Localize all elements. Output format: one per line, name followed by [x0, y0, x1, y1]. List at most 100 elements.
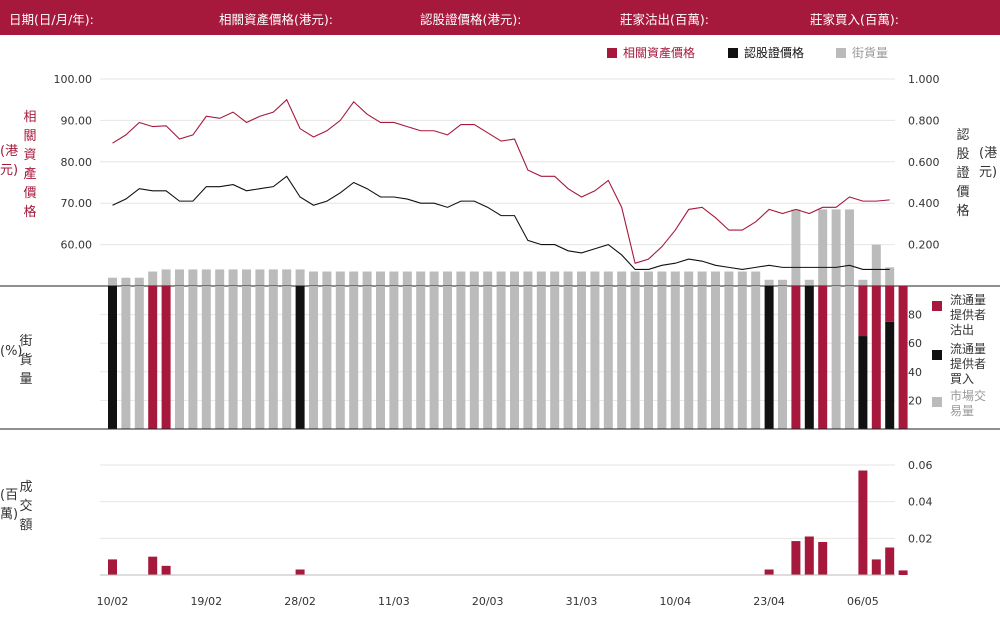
warrant-axis-title: 認股證價格 — [956, 128, 970, 219]
market-volume-bar — [175, 286, 184, 429]
market-volume-bar — [121, 286, 131, 429]
outstanding-bar — [496, 271, 506, 286]
market-volume-bar — [737, 286, 747, 429]
market-volume-bar — [684, 286, 694, 429]
market-volume-bar — [469, 286, 479, 429]
turnover-axis-title: 成交額 — [19, 480, 33, 533]
outstanding-bar — [295, 269, 305, 286]
side-legend-bought-swatch — [932, 350, 942, 360]
outstanding-bar — [429, 271, 439, 286]
outstanding-bar — [175, 269, 184, 286]
outstanding-bar — [550, 271, 560, 286]
outstanding-bar — [818, 209, 828, 286]
outstanding-bar — [242, 269, 251, 286]
turnover-bar — [858, 470, 868, 575]
outstanding-axis-title: 街貨量 — [19, 334, 33, 387]
header-bar: 日期(日/月/年): 相關資產價格(港元): 認股證價格(港元): 莊家沽出(百… — [0, 0, 1000, 35]
market-volume-bar — [845, 286, 854, 429]
market-volume-bar — [402, 286, 412, 429]
market-volume-bar — [831, 286, 841, 429]
outstanding-bar — [201, 269, 211, 286]
market-volume-bar — [536, 286, 546, 429]
turnover-axis-label: (百萬) 成交額 — [0, 478, 40, 548]
outstanding-bar — [389, 271, 399, 286]
market-volume-bar — [349, 286, 359, 429]
outstanding-bar — [362, 271, 372, 286]
market-volume-bar — [443, 286, 452, 429]
legend-outstanding: 街貨量 — [836, 44, 888, 61]
warrant-price-line — [112, 175, 890, 270]
turnover-bar — [295, 569, 305, 575]
outstanding-bar — [603, 271, 613, 286]
left-axis-tick: 80.00 — [61, 156, 93, 169]
market-volume-bar — [630, 286, 640, 429]
outstanding-axis-tick: 60 — [908, 337, 922, 350]
lp-sold-bar — [161, 286, 171, 429]
outstanding-bar — [577, 271, 586, 286]
x-axis-tick: 10/02 — [97, 595, 129, 608]
market-volume-bar — [496, 286, 506, 429]
outstanding-bar — [871, 244, 881, 286]
outstanding-bar — [456, 271, 466, 286]
left-axis-tick: 100.00 — [54, 73, 93, 86]
market-volume-bar — [483, 286, 493, 429]
market-volume-bar — [456, 286, 466, 429]
market-volume-bar — [724, 286, 734, 429]
market-volume-bar — [523, 286, 533, 429]
lp-bought-bar — [764, 286, 774, 429]
x-axis-tick: 31/03 — [566, 595, 598, 608]
lp-sold-bar — [858, 286, 868, 337]
turnover-bar — [148, 556, 158, 575]
right-axis-tick: 0.800 — [908, 114, 940, 127]
outstanding-bar — [617, 271, 627, 286]
turnover-bar — [161, 565, 171, 575]
side-legend-market-swatch — [932, 397, 942, 407]
market-volume-bar — [322, 286, 332, 429]
outstanding-bar — [510, 271, 519, 286]
outstanding-bar — [443, 271, 452, 286]
side-legend-market-text: 市場交易量 — [950, 389, 987, 418]
market-volume-bar — [215, 286, 225, 429]
outstanding-bar — [121, 277, 131, 286]
outstanding-bar — [711, 271, 720, 286]
market-volume-bar — [376, 286, 385, 429]
market-volume-bar — [778, 286, 787, 429]
turnover-bar — [898, 570, 908, 575]
market-volume-bar — [644, 286, 653, 429]
lp-sold-bar — [885, 286, 895, 322]
outstanding-bar — [764, 279, 774, 286]
outstanding-bar — [590, 271, 600, 286]
outstanding-bar — [630, 271, 640, 286]
lp-bought-bar — [804, 286, 814, 429]
market-volume-bar — [711, 286, 720, 429]
legend-asset-price: 相關資產價格 — [607, 44, 695, 61]
outstanding-axis-tick: 80 — [908, 309, 922, 322]
outstanding-bar — [335, 271, 345, 286]
outstanding-bar — [322, 271, 332, 286]
sold-label: 莊家沽出(百萬): — [620, 12, 709, 27]
left-axis-tick: 70.00 — [61, 197, 93, 210]
market-volume-bar — [416, 286, 426, 429]
x-axis-tick: 23/04 — [753, 595, 785, 608]
right-axis-tick: 0.600 — [908, 156, 940, 169]
outstanding-bar — [228, 269, 238, 286]
asset-axis-label: (港元) 相關資產價格 — [0, 108, 44, 228]
legend-outstanding-text: 街貨量 — [852, 46, 889, 60]
x-axis-tick: 20/03 — [472, 595, 504, 608]
lp-bought-bar — [885, 321, 895, 429]
side-legend-sold-text: 流通量提供者沽出 — [950, 293, 987, 337]
market-volume-bar — [550, 286, 560, 429]
outstanding-bar — [523, 271, 533, 286]
market-volume-bar — [362, 286, 372, 429]
x-axis-tick: 28/02 — [284, 595, 316, 608]
outstanding-bar — [188, 269, 198, 286]
outstanding-bar — [416, 271, 426, 286]
outstanding-axis-tick: 20 — [908, 394, 922, 407]
outstanding-bar — [791, 209, 801, 286]
outstanding-bar — [148, 271, 158, 286]
turnover-bar — [108, 559, 117, 575]
outstanding-bar — [858, 279, 868, 286]
market-volume-bar — [670, 286, 680, 429]
outstanding-axis-label: (%) 街貨量 — [0, 332, 40, 392]
market-volume-bar — [201, 286, 211, 429]
